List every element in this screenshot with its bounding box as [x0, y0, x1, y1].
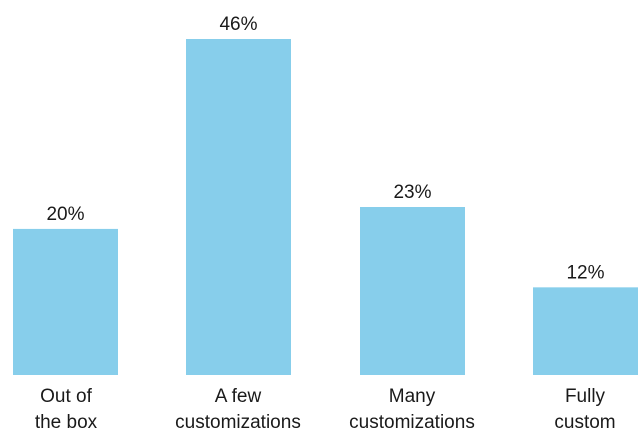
bar-2 — [360, 207, 465, 375]
category-label-1-line-1: customizations — [175, 412, 301, 433]
category-labels-group: Out of the box A few customizations Many cust… — [35, 386, 616, 433]
data-label-3: 12% — [566, 262, 604, 283]
data-label-0: 20% — [46, 204, 84, 225]
category-label-1-line-0: A few — [215, 386, 262, 407]
data-label-1: 46% — [219, 14, 257, 35]
category-label-0-line-1: the box — [35, 412, 98, 433]
category-label-3-line-0: Fully — [565, 386, 606, 407]
bar-1 — [186, 39, 291, 375]
bars-group — [13, 39, 638, 375]
category-label-3-line-1: custom — [554, 412, 615, 433]
category-label-2-line-0: Many — [389, 386, 436, 407]
bar-0 — [13, 228, 118, 375]
value-labels-group: 20% 46% 23% 12% — [46, 14, 604, 283]
bar-3 — [533, 287, 638, 375]
data-label-2: 23% — [393, 182, 431, 203]
category-label-0-line-0: Out of — [40, 386, 92, 407]
category-label-2-line-1: customizations — [349, 412, 475, 433]
